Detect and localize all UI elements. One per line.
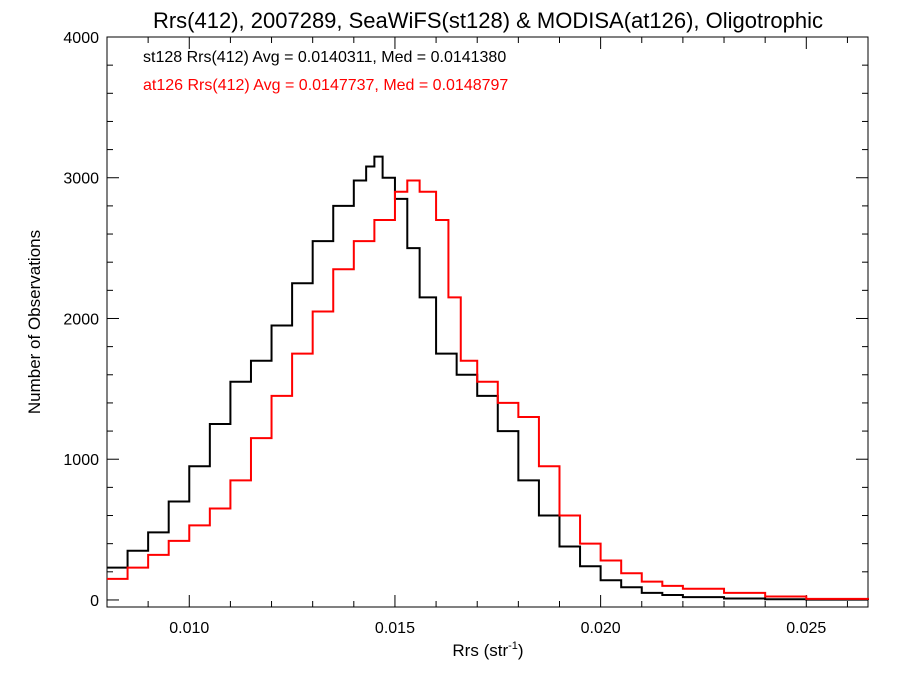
chart-title: Rrs(412), 2007289, SeaWiFS(st128) & MODI…	[153, 8, 823, 33]
x-tick-label: 0.015	[375, 620, 415, 637]
plot-frame	[106, 36, 869, 608]
y-tick-label: 1000	[63, 452, 99, 469]
y-axis-label: Number of Observations	[25, 230, 44, 414]
x-tick-label: 0.020	[581, 620, 621, 637]
x-tick-label: 0.010	[169, 620, 209, 637]
x-tick-label: 0.025	[786, 620, 826, 637]
x-axis-label-close: )	[518, 641, 524, 660]
legend-entry-st128: st128 Rrs(412) Avg = 0.0140311, Med = 0.…	[143, 49, 506, 66]
legend-entry-at126: at126 Rrs(412) Avg = 0.0147737, Med = 0.…	[143, 77, 508, 94]
y-tick-label: 4000	[63, 30, 99, 47]
axis-ticks: 0.010 0.015 0.020 0.025 0 1000 2000 3000 4000	[63, 30, 868, 637]
series-line-st128	[107, 155, 869, 601]
x-axis-label-text: Rrs (str	[452, 641, 508, 660]
x-axis-label: Rrs (str-1)	[452, 640, 523, 660]
y-tick-label: 3000	[63, 171, 99, 188]
x-axis-label-superscript: -1	[508, 640, 518, 652]
series-layer	[107, 155, 869, 601]
y-tick-label: 0	[90, 593, 99, 610]
series-line-at126	[107, 179, 869, 600]
y-tick-label: 2000	[63, 311, 99, 328]
